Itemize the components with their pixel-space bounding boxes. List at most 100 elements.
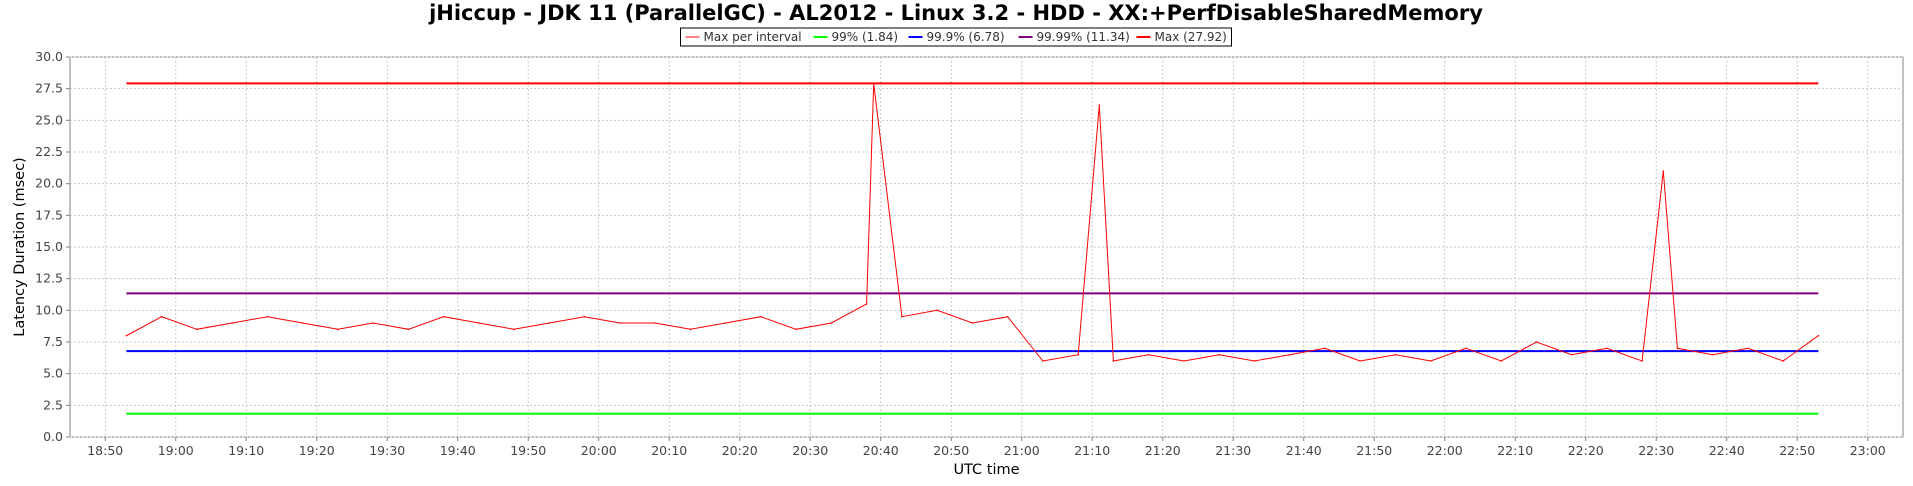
legend-box xyxy=(680,27,1232,47)
x-tick-label: 19:10 xyxy=(228,443,264,458)
data-point xyxy=(1218,353,1220,356)
data-point xyxy=(231,322,233,324)
data-point xyxy=(478,322,480,324)
data-point xyxy=(1253,360,1256,362)
data-point xyxy=(1288,353,1291,356)
data-point xyxy=(372,322,374,324)
data-point xyxy=(830,322,833,324)
x-tick-label: 23:00 xyxy=(1850,443,1886,458)
data-point xyxy=(760,315,762,318)
y-tick-label: 10.0 xyxy=(35,302,63,317)
data-point xyxy=(407,328,410,331)
y-tick-label: 17.5 xyxy=(35,207,63,222)
data-point xyxy=(1606,347,1608,350)
y-tick-label: 20.0 xyxy=(35,176,63,191)
y-axis-label: Latency Duration (msec) xyxy=(12,157,28,336)
x-tick-label: 21:40 xyxy=(1286,443,1322,458)
legend-item: 99% (1.84) xyxy=(832,30,899,44)
x-tick-label: 22:30 xyxy=(1638,443,1674,458)
data-point xyxy=(1183,360,1185,362)
data-point xyxy=(1570,353,1573,356)
x-tick-label: 20:00 xyxy=(581,443,617,458)
y-tick-label: 15.0 xyxy=(35,239,63,254)
data-point xyxy=(654,322,656,324)
x-tick-label: 22:10 xyxy=(1497,443,1533,458)
x-tick-label: 19:20 xyxy=(299,443,335,458)
x-tick-label: 19:30 xyxy=(369,443,405,458)
data-point xyxy=(337,328,339,331)
y-tick-label: 22.5 xyxy=(35,144,63,159)
x-tick-label: 20:50 xyxy=(933,443,969,458)
data-point xyxy=(1077,353,1079,356)
x-tick-label: 19:40 xyxy=(440,443,476,458)
data-point xyxy=(125,334,128,337)
x-tick-label: 20:40 xyxy=(863,443,899,458)
x-tick-label: 19:50 xyxy=(510,443,546,458)
x-tick-label: 19:00 xyxy=(158,443,194,458)
x-tick-label: 18:50 xyxy=(87,443,123,458)
data-point xyxy=(160,315,163,318)
data-point xyxy=(1747,347,1749,350)
x-tick-label: 22:20 xyxy=(1568,443,1604,458)
data-point xyxy=(1394,353,1397,356)
data-point xyxy=(1500,360,1502,362)
series-layer xyxy=(125,82,1820,415)
data-point xyxy=(901,315,903,318)
y-tick-label: 25.0 xyxy=(35,112,63,127)
y-tick-label: 2.5 xyxy=(43,397,63,412)
data-point xyxy=(619,322,621,324)
x-tick-label: 21:50 xyxy=(1356,443,1392,458)
x-tick-label: 21:00 xyxy=(1004,443,1040,458)
legend-item: Max (27.92) xyxy=(1155,30,1227,44)
max-per-interval-line xyxy=(126,83,1819,362)
data-point xyxy=(1006,315,1009,318)
x-tick-label: 20:30 xyxy=(792,443,828,458)
x-tick-label: 22:50 xyxy=(1779,443,1815,458)
y-tick-label: 27.5 xyxy=(35,81,63,96)
data-point xyxy=(872,82,875,85)
data-point xyxy=(442,315,445,318)
x-tick-label: 21:10 xyxy=(1074,443,1110,458)
data-point xyxy=(1711,353,1714,356)
data-point xyxy=(1782,360,1784,362)
data-point xyxy=(266,315,269,318)
data-point xyxy=(1359,360,1361,362)
data-point xyxy=(196,328,198,331)
data-point xyxy=(1676,347,1679,350)
grid-lines xyxy=(70,56,1903,438)
data-point xyxy=(1147,353,1150,356)
y-tick-label: 12.5 xyxy=(35,271,63,286)
data-point xyxy=(1662,170,1665,172)
x-tick-label: 21:30 xyxy=(1215,443,1251,458)
legend-item: 99.9% (6.78) xyxy=(927,30,1005,44)
y-tick-label: 0.0 xyxy=(43,429,63,444)
data-point xyxy=(1817,334,1820,337)
data-point xyxy=(795,328,797,331)
x-axis-label: UTC time xyxy=(953,462,1019,478)
data-point xyxy=(1042,360,1044,362)
y-tick-label: 30.0 xyxy=(35,49,63,64)
chart-title: jHiccup - JDK 11 (ParallelGC) - AL2012 -… xyxy=(428,1,1483,25)
data-point xyxy=(936,309,938,312)
data-point xyxy=(1465,347,1467,350)
x-axis: 18:50 19:00 19:10 19:20 19:30 19:40 19:50 20:00… xyxy=(87,437,1886,458)
x-tick-label: 20:20 xyxy=(722,443,758,458)
data-point xyxy=(971,322,974,324)
legend-item: 99.99% (11.34) xyxy=(1037,30,1130,44)
legend: Max per interval 99% (1.84) 99.9% (6.78) 99… xyxy=(680,27,1232,47)
data-point xyxy=(1535,341,1538,343)
data-point xyxy=(548,322,551,324)
data-point xyxy=(1112,360,1115,362)
data-point xyxy=(724,322,727,324)
data-point xyxy=(1429,360,1432,362)
data-point xyxy=(1324,347,1326,350)
data-point xyxy=(513,328,515,331)
legend-item: Max per interval xyxy=(704,30,802,44)
y-axis: 0.0 2.5 5.0 7.5 10.0 12.5 15.0 17.5 20.0 22.5 25.0… xyxy=(35,49,70,444)
data-point xyxy=(689,328,692,331)
x-tick-label: 22:00 xyxy=(1427,443,1463,458)
x-tick-label: 22:40 xyxy=(1709,443,1745,458)
y-tick-label: 5.0 xyxy=(43,366,63,381)
data-point xyxy=(1098,104,1101,106)
